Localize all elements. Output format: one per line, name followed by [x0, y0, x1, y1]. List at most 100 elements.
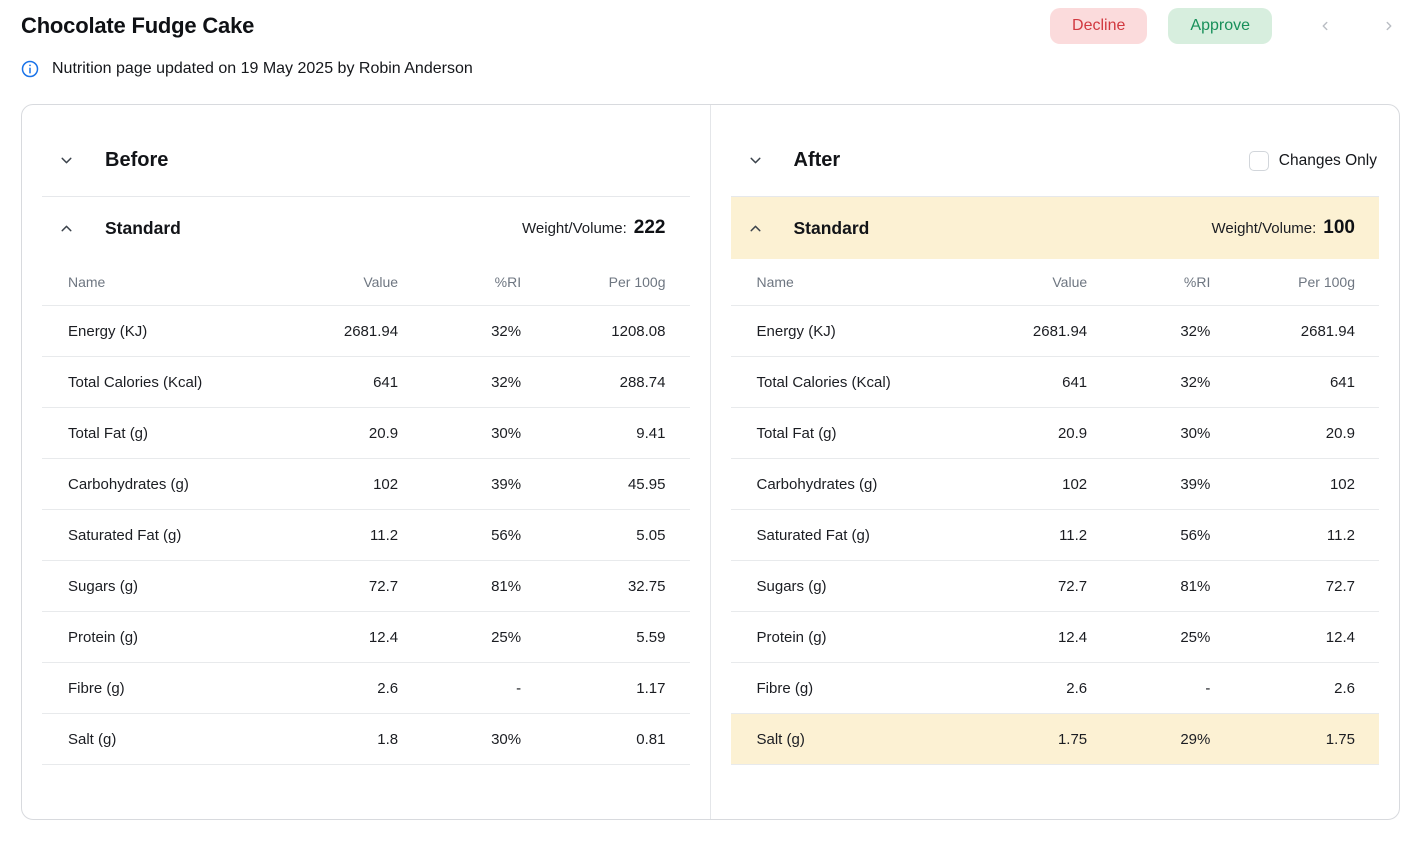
- decline-button[interactable]: Decline: [1050, 8, 1148, 44]
- before-weight-volume: Weight/Volume: 222: [522, 217, 665, 239]
- cell-value: 12.4: [944, 611, 1088, 663]
- table-row: Total Fat (g) 20.9 30% 9.41: [42, 407, 690, 459]
- cell-per100g: 288.74: [521, 356, 690, 408]
- approve-button[interactable]: Approve: [1168, 8, 1272, 44]
- next-item-button[interactable]: [1378, 15, 1400, 37]
- table-row: Total Calories (Kcal) 641 32% 641: [730, 356, 1379, 408]
- table-row: Saturated Fat (g) 11.2 56% 11.2: [730, 509, 1379, 561]
- table-row: Carbohydrates (g) 102 39% 102: [730, 458, 1379, 510]
- cell-name: Protein (g): [730, 611, 945, 663]
- cell-per100g: 5.05: [521, 509, 690, 561]
- top-actions: Decline Approve: [1050, 8, 1400, 44]
- cell-ri: 30%: [398, 713, 522, 765]
- table-header-row: Name Value %RI Per 100g: [730, 259, 1379, 306]
- cell-ri: 25%: [398, 611, 522, 663]
- chevron-left-icon: [1318, 19, 1332, 33]
- after-panel: After Changes Only Standard Weight/Volum…: [711, 105, 1400, 819]
- table-row-changed: Salt (g) 1.75 29% 1.75: [730, 713, 1379, 765]
- cell-value: 102: [944, 458, 1088, 510]
- table-row: Carbohydrates (g) 102 39% 45.95: [42, 458, 690, 510]
- cell-ri: 25%: [1087, 611, 1211, 663]
- before-standard-section-row: Standard Weight/Volume: 222: [42, 197, 690, 259]
- cell-value: 102: [255, 458, 399, 510]
- cell-name: Sugars (g): [730, 560, 945, 612]
- chevron-up-icon: [58, 220, 75, 237]
- before-panel-header: Before: [42, 125, 690, 197]
- cell-name: Total Calories (Kcal): [42, 356, 256, 408]
- cell-value: 20.9: [255, 407, 399, 459]
- chevron-down-icon: [747, 152, 764, 169]
- column-header-name: Name: [730, 259, 945, 306]
- table-row: Energy (KJ) 2681.94 32% 2681.94: [730, 305, 1379, 357]
- after-collapse-toggle[interactable]: [747, 152, 764, 169]
- column-header-ri: %RI: [398, 259, 522, 306]
- column-header-value: Value: [255, 259, 399, 306]
- cell-value: 1.8: [255, 713, 399, 765]
- table-row: Fibre (g) 2.6 - 2.6: [730, 662, 1379, 714]
- chevron-right-icon: [1382, 19, 1396, 33]
- changes-only-toggle[interactable]: Changes Only: [1248, 150, 1379, 171]
- table-row: Saturated Fat (g) 11.2 56% 5.05: [42, 509, 690, 561]
- cell-per100g: 1208.08: [521, 305, 690, 357]
- previous-item-button[interactable]: [1314, 15, 1336, 37]
- cell-ri: 32%: [1087, 305, 1211, 357]
- before-panel: Before Standard Weight/Volume: 222 Name: [22, 105, 711, 819]
- table-row: Total Calories (Kcal) 641 32% 288.74: [42, 356, 690, 408]
- cell-ri: 39%: [398, 458, 522, 510]
- table-row: Salt (g) 1.8 30% 0.81: [42, 713, 690, 765]
- chevron-up-icon: [747, 220, 764, 237]
- cell-ri: 30%: [398, 407, 522, 459]
- cell-value: 72.7: [944, 560, 1088, 612]
- weight-volume-label: Weight/Volume:: [1211, 220, 1317, 237]
- cell-ri: -: [398, 662, 522, 714]
- cell-ri: 56%: [398, 509, 522, 561]
- table-row: Total Fat (g) 20.9 30% 20.9: [730, 407, 1379, 459]
- after-standard-collapse-toggle[interactable]: [747, 220, 764, 237]
- comparison-card: Before Standard Weight/Volume: 222 Name: [21, 104, 1400, 820]
- cell-value: 20.9: [944, 407, 1088, 459]
- cell-value: 2.6: [944, 662, 1088, 714]
- cell-ri: 56%: [1087, 509, 1211, 561]
- column-header-per100g: Per 100g: [521, 259, 690, 306]
- nutrition-review-page: Chocolate Fudge Cake Decline Approve: [21, 8, 1400, 820]
- before-collapse-toggle[interactable]: [58, 152, 75, 169]
- cell-ri: 81%: [1087, 560, 1211, 612]
- cell-name: Sugars (g): [42, 560, 256, 612]
- cell-per100g: 12.4: [1210, 611, 1379, 663]
- cell-name: Energy (KJ): [42, 305, 256, 357]
- cell-per100g: 102: [1210, 458, 1379, 510]
- column-header-name: Name: [42, 259, 256, 306]
- cell-value: 2681.94: [255, 305, 399, 357]
- table-row: Sugars (g) 72.7 81% 72.7: [730, 560, 1379, 612]
- info-icon: [21, 60, 39, 78]
- update-notice: Nutrition page updated on 19 May 2025 by…: [21, 60, 1400, 78]
- cell-name: Total Calories (Kcal): [730, 356, 945, 408]
- cell-per100g: 11.2: [1210, 509, 1379, 561]
- weight-volume-value: 100: [1323, 217, 1355, 238]
- table-row: Fibre (g) 2.6 - 1.17: [42, 662, 690, 714]
- table-row: Protein (g) 12.4 25% 12.4: [730, 611, 1379, 663]
- cell-per100g: 20.9: [1210, 407, 1379, 459]
- cell-ri: 32%: [398, 356, 522, 408]
- changes-only-label: Changes Only: [1278, 151, 1377, 169]
- cell-value: 11.2: [255, 509, 399, 561]
- table-row: Protein (g) 12.4 25% 5.59: [42, 611, 690, 663]
- weight-volume-label: Weight/Volume:: [522, 220, 627, 237]
- after-panel-title: After: [793, 149, 841, 171]
- column-header-per100g: Per 100g: [1210, 259, 1379, 306]
- cell-per100g: 0.81: [521, 713, 690, 765]
- cell-per100g: 5.59: [521, 611, 690, 663]
- before-nutrition-table: Name Value %RI Per 100g Energy (KJ) 2681…: [42, 259, 690, 765]
- before-standard-collapse-toggle[interactable]: [58, 220, 75, 237]
- cell-ri: 32%: [398, 305, 522, 357]
- after-panel-header: After Changes Only: [730, 125, 1379, 197]
- cell-name: Carbohydrates (g): [42, 458, 256, 510]
- before-section-title: Standard: [105, 217, 181, 238]
- cell-name: Carbohydrates (g): [730, 458, 945, 510]
- cell-name: Saturated Fat (g): [42, 509, 256, 561]
- changes-only-checkbox[interactable]: [1248, 150, 1269, 171]
- cell-value: 12.4: [255, 611, 399, 663]
- table-row: Energy (KJ) 2681.94 32% 1208.08: [42, 305, 690, 357]
- cell-per100g: 32.75: [521, 560, 690, 612]
- cell-value: 641: [255, 356, 399, 408]
